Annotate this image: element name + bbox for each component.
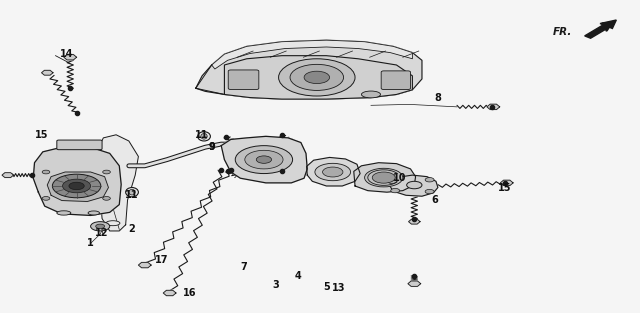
Polygon shape [354, 163, 415, 192]
Circle shape [245, 150, 283, 169]
Polygon shape [212, 40, 412, 69]
Polygon shape [500, 180, 513, 186]
Ellipse shape [198, 132, 211, 141]
Circle shape [42, 170, 50, 174]
Circle shape [406, 181, 422, 189]
Text: 3: 3 [272, 280, 279, 290]
Polygon shape [221, 136, 307, 183]
Circle shape [52, 174, 100, 198]
FancyBboxPatch shape [57, 140, 102, 150]
Polygon shape [2, 173, 13, 177]
Polygon shape [307, 157, 360, 186]
Text: 11: 11 [125, 190, 139, 200]
Polygon shape [33, 147, 121, 215]
Text: 10: 10 [393, 173, 406, 183]
Polygon shape [64, 54, 77, 60]
Circle shape [304, 71, 330, 84]
Ellipse shape [129, 189, 135, 195]
Circle shape [365, 168, 403, 187]
Text: 9: 9 [208, 142, 215, 152]
FancyArrow shape [585, 20, 616, 38]
FancyBboxPatch shape [228, 70, 259, 90]
Ellipse shape [106, 221, 120, 226]
Ellipse shape [362, 91, 381, 98]
Circle shape [425, 189, 434, 194]
Circle shape [63, 179, 91, 193]
Circle shape [425, 177, 434, 182]
Circle shape [290, 64, 344, 90]
Circle shape [236, 146, 292, 174]
Text: FR.: FR. [552, 28, 572, 38]
Ellipse shape [125, 187, 138, 197]
Text: 14: 14 [60, 49, 73, 59]
Circle shape [388, 179, 396, 183]
Text: 7: 7 [240, 262, 247, 272]
Text: 12: 12 [95, 228, 109, 238]
Polygon shape [487, 104, 500, 110]
Polygon shape [225, 56, 412, 99]
Ellipse shape [88, 211, 100, 215]
Text: 15: 15 [35, 130, 48, 140]
Circle shape [391, 188, 399, 193]
Polygon shape [408, 219, 420, 224]
Circle shape [69, 182, 84, 190]
Circle shape [256, 156, 271, 163]
Polygon shape [42, 70, 53, 75]
Text: 17: 17 [156, 255, 169, 265]
Text: 11: 11 [195, 130, 209, 140]
Circle shape [278, 59, 355, 96]
Text: 8: 8 [435, 93, 442, 103]
Circle shape [42, 197, 50, 200]
Text: 4: 4 [294, 271, 301, 281]
Circle shape [102, 170, 110, 174]
Polygon shape [389, 175, 438, 196]
Polygon shape [163, 290, 176, 296]
Polygon shape [196, 40, 422, 99]
Circle shape [102, 197, 110, 200]
Circle shape [315, 163, 351, 181]
Polygon shape [408, 281, 420, 286]
FancyBboxPatch shape [381, 71, 410, 90]
Text: 13: 13 [332, 283, 346, 293]
Circle shape [323, 167, 343, 177]
Text: 5: 5 [323, 282, 330, 292]
Polygon shape [47, 172, 108, 202]
Circle shape [96, 224, 104, 228]
Ellipse shape [57, 211, 71, 215]
Ellipse shape [201, 134, 207, 139]
Text: 9: 9 [208, 142, 215, 152]
Text: 16: 16 [182, 288, 196, 298]
Text: 15: 15 [498, 182, 511, 192]
Circle shape [372, 172, 395, 183]
Polygon shape [96, 135, 138, 231]
Circle shape [91, 222, 109, 231]
Text: 6: 6 [431, 195, 438, 205]
Text: 1: 1 [87, 239, 94, 248]
Polygon shape [138, 262, 151, 268]
Text: 2: 2 [129, 224, 136, 234]
